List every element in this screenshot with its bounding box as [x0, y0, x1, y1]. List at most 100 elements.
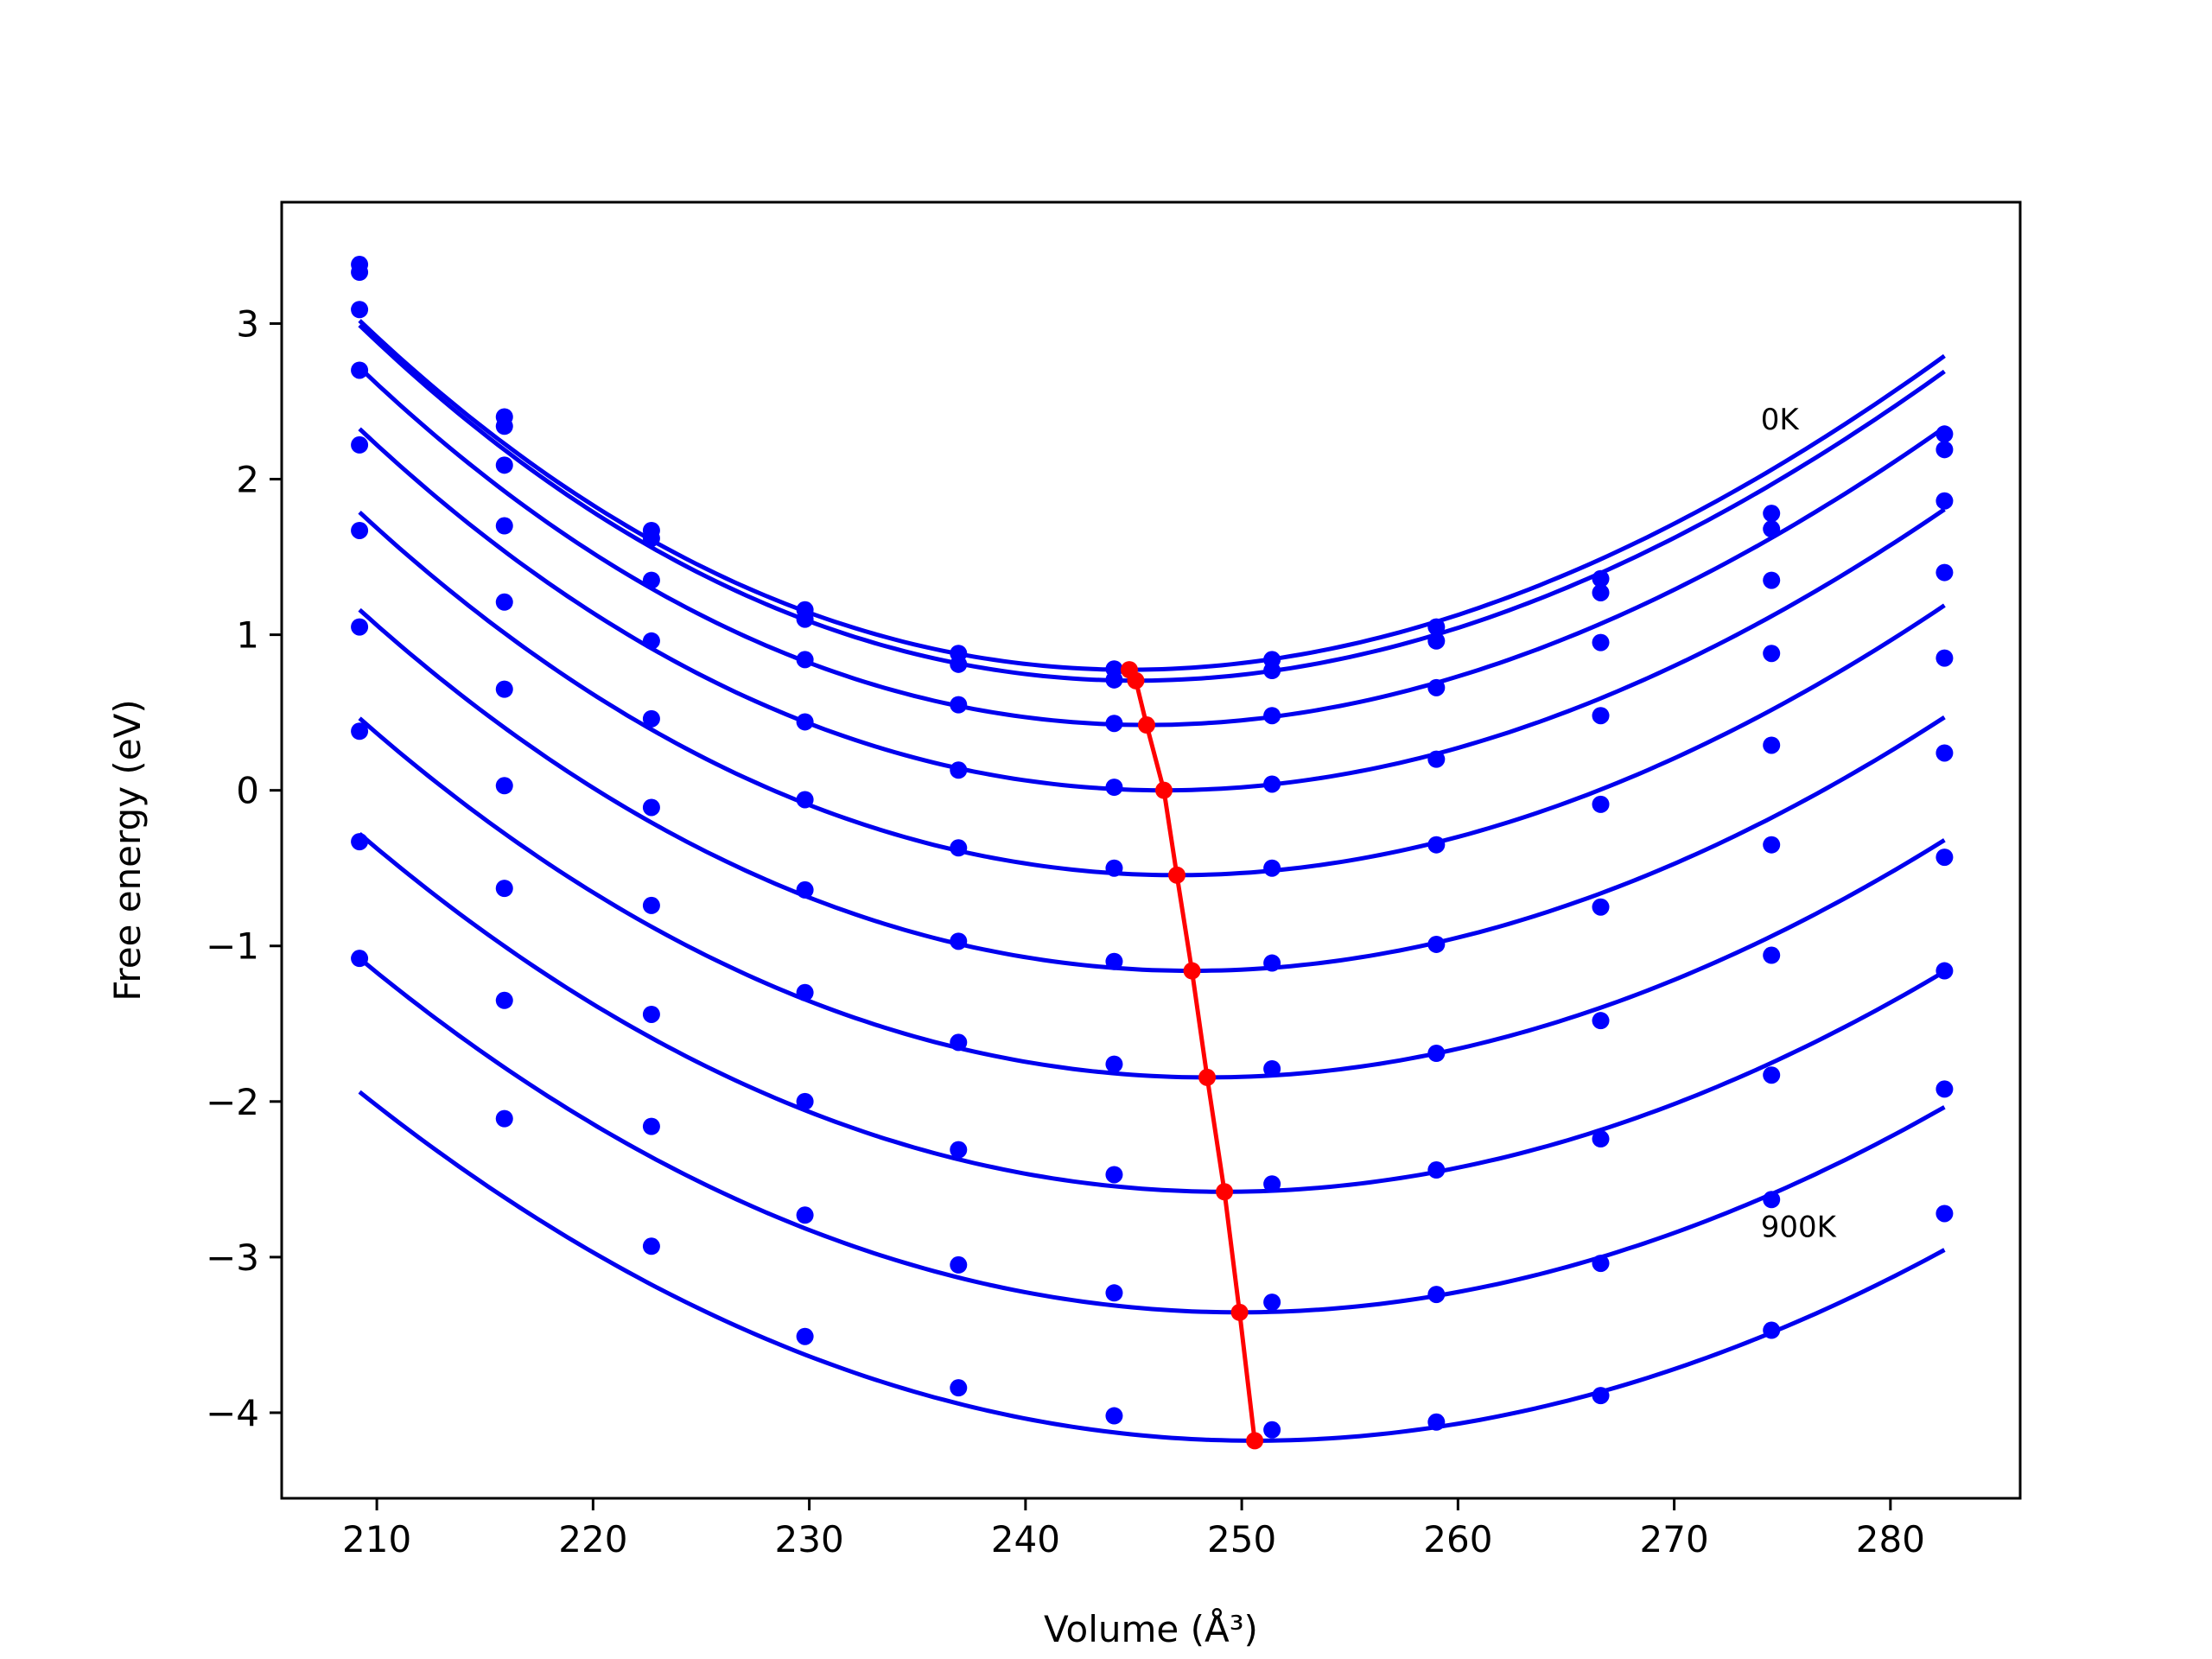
- data-point-s4-5: [950, 761, 968, 779]
- x-tick-label-220: 220: [558, 1518, 627, 1560]
- fit-curve-5: [358, 510, 1946, 878]
- data-point-s9-4: [796, 1206, 814, 1224]
- data-point-s2-6: [1105, 671, 1123, 689]
- data-point-s4-2: [495, 517, 513, 535]
- data-point-s8-10: [1763, 1066, 1781, 1084]
- y-tick-label-3: 3: [236, 302, 259, 345]
- fit-curve-1: [358, 319, 1946, 672]
- minimum-point-4: [1155, 781, 1173, 799]
- x-tick-label-270: 270: [1640, 1518, 1709, 1560]
- fit-curve-7: [358, 716, 1946, 1080]
- data-point-s3-8: [1427, 678, 1446, 696]
- data-point-s8-7: [1263, 1175, 1281, 1193]
- x-tick-label-210: 210: [342, 1518, 411, 1560]
- annotation-2: 900K: [1761, 1210, 1838, 1244]
- data-point-s5-7: [1263, 859, 1281, 877]
- data-point-s5-3: [642, 709, 660, 728]
- x-tick-label-240: 240: [991, 1518, 1060, 1560]
- data-point-s10-11: [1936, 1205, 1954, 1223]
- data-point-s9-8: [1427, 1286, 1446, 1304]
- data-point-s9-10: [1763, 1191, 1781, 1209]
- data-point-s2-2: [495, 417, 513, 435]
- data-point-s5-11: [1936, 649, 1954, 667]
- data-point-s7-6: [1105, 1055, 1123, 1073]
- data-point-s3-11: [1936, 492, 1954, 510]
- fit-curve-9: [358, 957, 1946, 1315]
- data-point-s9-1: [351, 833, 369, 851]
- data-point-s5-10: [1763, 736, 1781, 754]
- data-point-s4-10: [1763, 645, 1781, 663]
- data-point-s2-1: [351, 264, 369, 282]
- data-point-s3-5: [950, 696, 968, 714]
- data-point-s8-5: [950, 1141, 968, 1159]
- x-axis-label: Volume (Å³): [1044, 1607, 1258, 1650]
- data-point-s2-4: [796, 610, 814, 628]
- data-point-s4-1: [351, 361, 369, 379]
- data-point-s7-10: [1763, 946, 1781, 964]
- data-point-s6-7: [1263, 954, 1281, 972]
- data-point-s1-11: [1936, 425, 1954, 443]
- data-point-s8-3: [642, 1005, 660, 1023]
- data-point-s10-2: [495, 1109, 513, 1128]
- data-point-s5-8: [1427, 836, 1446, 854]
- data-point-s4-9: [1592, 707, 1610, 725]
- data-point-s6-8: [1427, 935, 1446, 953]
- data-point-s10-4: [796, 1327, 814, 1345]
- data-point-s8-6: [1105, 1166, 1123, 1184]
- data-point-s2-9: [1592, 583, 1610, 601]
- plot-area: [351, 256, 1954, 1450]
- data-point-s7-7: [1263, 1060, 1281, 1078]
- data-point-s4-6: [1105, 779, 1123, 797]
- data-point-s7-11: [1936, 849, 1954, 867]
- data-point-s1-10: [1763, 505, 1781, 523]
- y-tick-label-0: 0: [236, 770, 259, 812]
- data-point-s6-2: [495, 680, 513, 698]
- data-point-s9-7: [1263, 1294, 1281, 1312]
- data-point-s3-3: [642, 571, 660, 589]
- data-point-s8-11: [1936, 962, 1954, 980]
- data-point-s8-2: [495, 880, 513, 898]
- data-point-s3-6: [1105, 715, 1123, 733]
- data-point-s7-9: [1592, 1012, 1610, 1030]
- fit-curve-10: [358, 1090, 1946, 1443]
- data-point-s10-1: [351, 950, 369, 968]
- data-point-s4-7: [1263, 775, 1281, 793]
- data-point-s7-2: [495, 777, 513, 795]
- y-tick-label-2: 2: [236, 459, 259, 501]
- data-point-s4-4: [796, 713, 814, 731]
- data-point-s1-8: [1427, 618, 1446, 636]
- data-point-s6-3: [642, 798, 660, 817]
- data-point-s1-9: [1592, 569, 1610, 588]
- data-point-s5-6: [1105, 859, 1123, 877]
- data-point-s6-9: [1592, 898, 1610, 916]
- data-point-s3-1: [351, 301, 369, 319]
- y-axis-label: Free energy (eV): [106, 699, 149, 1001]
- data-point-s2-11: [1936, 441, 1954, 459]
- data-point-s5-2: [495, 593, 513, 611]
- data-point-s5-4: [796, 791, 814, 809]
- data-point-s6-1: [351, 521, 369, 539]
- minimum-point-6: [1183, 962, 1201, 980]
- data-point-s3-10: [1763, 571, 1781, 589]
- data-point-s2-7: [1263, 662, 1281, 680]
- minimum-point-10: [1246, 1432, 1264, 1450]
- minimum-line: [1127, 668, 1257, 1441]
- data-point-s6-4: [796, 880, 814, 899]
- fit-curve-8: [358, 831, 1946, 1194]
- data-point-s9-2: [495, 991, 513, 1009]
- data-point-s6-10: [1763, 836, 1781, 854]
- data-point-s9-3: [642, 1117, 660, 1135]
- data-point-s8-1: [351, 722, 369, 741]
- data-point-s6-5: [950, 932, 968, 950]
- x-tick-label-230: 230: [775, 1518, 844, 1560]
- data-point-s3-2: [495, 456, 513, 474]
- data-point-s4-8: [1427, 750, 1446, 768]
- minimum-point-8: [1216, 1183, 1234, 1201]
- fit-curve-2: [358, 323, 1946, 683]
- y-tick-label--3: −3: [206, 1236, 259, 1279]
- data-point-s7-1: [351, 618, 369, 636]
- data-point-s4-3: [642, 632, 660, 650]
